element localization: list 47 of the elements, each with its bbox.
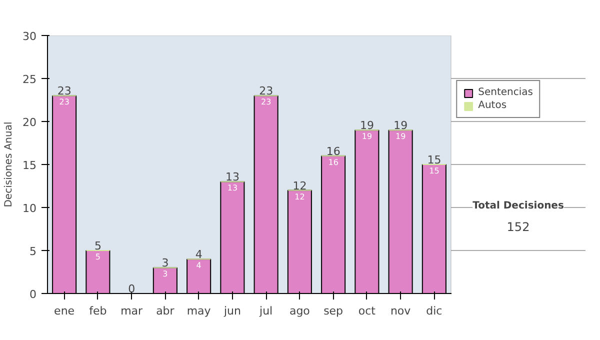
x-tick-label: sep bbox=[324, 304, 344, 318]
y-tick-label: 20 bbox=[22, 116, 37, 129]
x-tick-label: mar bbox=[120, 304, 144, 318]
y-tick-label: 0 bbox=[30, 288, 36, 301]
y-axis-title: Decisiones Anual bbox=[4, 122, 15, 208]
x-tick-label: jul bbox=[258, 304, 273, 318]
text: Total Decisiones bbox=[472, 200, 564, 212]
x-tick-label: nov bbox=[390, 304, 412, 318]
x-tick-label: ago bbox=[289, 304, 310, 318]
data-label: 19 bbox=[395, 132, 406, 142]
total-label: 13 bbox=[225, 170, 240, 184]
data-label: 12 bbox=[294, 192, 305, 202]
total-label: 0 bbox=[128, 282, 136, 296]
total-label: 5 bbox=[94, 240, 102, 252]
data-label: 5 bbox=[95, 252, 100, 262]
data-label: 15 bbox=[429, 166, 440, 176]
total-label: 19 bbox=[360, 119, 374, 132]
data-label: 19 bbox=[362, 132, 372, 142]
data-label: 23 bbox=[260, 98, 272, 107]
total-label: 3 bbox=[162, 256, 169, 270]
x-tick-label: oct bbox=[358, 304, 376, 318]
total-label: 15 bbox=[427, 154, 442, 166]
legend-label: Autos bbox=[478, 100, 507, 111]
total-label: 19 bbox=[394, 119, 408, 132]
data-label: 13 bbox=[227, 184, 238, 193]
y-tick-label: 5 bbox=[30, 245, 36, 258]
y-tick-label: 15 bbox=[22, 159, 37, 172]
data-label: 3 bbox=[162, 270, 168, 279]
x-tick-label: may bbox=[186, 304, 212, 318]
legend-label: Sentencias bbox=[478, 87, 533, 98]
total-label: 4 bbox=[195, 248, 202, 262]
y-tick-label: 10 bbox=[22, 202, 37, 215]
y-tick-label: 25 bbox=[22, 73, 37, 86]
data-label: 16 bbox=[328, 158, 338, 167]
total-label: 23 bbox=[57, 84, 72, 98]
x-tick-label: abr bbox=[156, 304, 175, 318]
data-label: 23 bbox=[59, 98, 70, 107]
x-tick-label: ene bbox=[54, 304, 75, 318]
x-tick-label: dic bbox=[426, 304, 442, 318]
x-tick-label: feb bbox=[89, 304, 107, 318]
text: 152 bbox=[506, 220, 530, 234]
data-label: 4 bbox=[196, 261, 202, 270]
x-tick-label: jun bbox=[222, 304, 241, 318]
total-label: 16 bbox=[326, 144, 340, 158]
total-label: 12 bbox=[292, 179, 307, 192]
total-label: 23 bbox=[259, 84, 274, 98]
y-tick-label: 30 bbox=[22, 30, 37, 43]
